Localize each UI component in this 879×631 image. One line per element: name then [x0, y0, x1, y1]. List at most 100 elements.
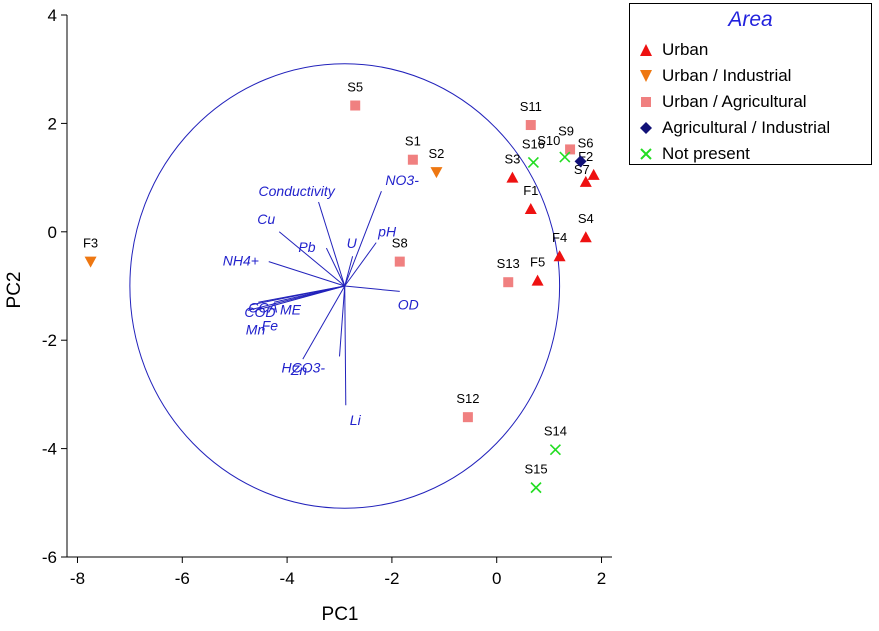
- loading-label: NO3-: [385, 172, 419, 188]
- legend-title: Area: [728, 8, 773, 31]
- data-point: [574, 155, 587, 168]
- loading-label: OD: [398, 296, 419, 312]
- point-label: S2: [428, 146, 444, 161]
- point-label: S3: [504, 152, 520, 167]
- y-axis-title: PC2: [4, 272, 25, 309]
- data-point: [559, 151, 571, 163]
- point-label: S6: [578, 135, 594, 150]
- point-label: S4: [578, 211, 594, 226]
- diamond-icon: [640, 122, 652, 134]
- loading-vector: [268, 261, 345, 287]
- loading-label: Pb: [298, 239, 315, 255]
- data-point: [407, 154, 418, 165]
- loading-vector: [344, 285, 347, 406]
- data-point: [565, 144, 576, 155]
- loading-vector: [339, 285, 346, 357]
- data-point: [394, 256, 405, 267]
- legend-label: Agricultural / Industrial: [662, 118, 831, 137]
- point-label: S7: [574, 162, 590, 177]
- point-label: S14: [544, 424, 567, 439]
- point-label: S11: [520, 99, 542, 114]
- loading-label: Fe: [262, 317, 279, 333]
- cross-icon: [640, 148, 652, 160]
- y-tick-label: -2: [42, 331, 57, 350]
- loading-label: HCO3-: [282, 359, 326, 375]
- point-label: F4: [552, 230, 567, 245]
- loading-label: Mn: [246, 321, 266, 337]
- x-tick-label: -2: [384, 569, 399, 588]
- point-label: S8: [392, 236, 408, 251]
- point-label: S16: [522, 136, 545, 151]
- legend-item-agricultural-industrial: Agricultural / Industrial: [638, 116, 830, 140]
- data-point: [525, 120, 536, 131]
- legend-label: Urban / Agricultural: [662, 92, 807, 111]
- loading-label: CCA: [248, 299, 278, 315]
- point-label: S5: [347, 80, 363, 95]
- data-point: [503, 277, 514, 288]
- y-tick-label: 2: [48, 114, 57, 133]
- point-label: F1: [523, 183, 538, 198]
- data-point: [549, 444, 561, 456]
- x-tick-label: 0: [492, 569, 501, 588]
- data-point: [506, 171, 519, 183]
- loading-label: Li: [350, 412, 362, 428]
- legend-item-urban-industrial: Urban / Industrial: [638, 64, 791, 88]
- loading-vector: [302, 285, 346, 360]
- axes: [61, 14, 612, 563]
- loading-label: NH4+: [223, 253, 259, 269]
- correlation-circle: [129, 63, 561, 509]
- legend-item-not-present: Not present: [638, 142, 750, 166]
- legend-item-urban-agricultural: Urban / Agricultural: [638, 90, 807, 114]
- triangle-up-icon: [640, 44, 652, 56]
- data-point: [531, 274, 544, 286]
- loading-vector: [344, 256, 354, 287]
- square-icon: [641, 97, 651, 107]
- data-point: [350, 100, 361, 111]
- legend: Area Urban Urban / Industrial Urban / Ag…: [629, 3, 872, 165]
- y-tick-label: -6: [42, 548, 57, 567]
- loading-label: Cu: [257, 211, 275, 227]
- loading-vector: [344, 242, 377, 287]
- loading-vector: [278, 231, 346, 287]
- legend-item-urban: Urban: [638, 38, 708, 62]
- loading-label: pH: [377, 224, 397, 240]
- tick-labels-layer: -8 -6 -4 -2 0 2 -6 -4 -2 0 2 4: [42, 6, 606, 588]
- x-tick-label: -8: [70, 569, 85, 588]
- data-point: [579, 231, 592, 243]
- x-tick-label: -4: [280, 569, 295, 588]
- data-point: [524, 203, 537, 215]
- point-label: S1: [405, 134, 421, 149]
- loading-label: U: [347, 235, 358, 251]
- loading-vector: [258, 285, 345, 303]
- correlation-circle-layer: [129, 63, 561, 509]
- data-point: [527, 156, 539, 168]
- point-label: F3: [83, 236, 98, 251]
- x-tick-label: 2: [597, 569, 606, 588]
- y-tick-label: -4: [42, 440, 57, 459]
- loading-vector: [318, 201, 346, 287]
- legend-label: Urban: [662, 40, 709, 59]
- point-label: S15: [524, 462, 547, 477]
- point-label: S13: [497, 256, 520, 271]
- point-label: S9: [558, 123, 574, 138]
- point-label: S10: [537, 133, 560, 148]
- loading-label: Conductivity: [259, 183, 336, 199]
- data-point: [530, 482, 542, 494]
- legend-label: Not present: [662, 144, 750, 163]
- data-point: [462, 412, 473, 423]
- data-point: [553, 250, 566, 262]
- loading-vector: [344, 190, 382, 287]
- loading-vector: [255, 285, 345, 311]
- loading-vector: [344, 285, 400, 292]
- loading-vectors-layer: Conductivity Cu Pb U NO3- pH NH4+ OD CODMnFeMECC…: [223, 172, 419, 428]
- score-points-layer: S3F1F2S7S4F4F5F3S2S5S1S8S11S9S13S12S6S16…: [83, 80, 600, 494]
- legend-label: Urban / Industrial: [662, 66, 792, 85]
- loading-label: COD: [244, 304, 275, 320]
- loading-label: Zn: [290, 362, 308, 378]
- x-tick-label: -6: [175, 569, 190, 588]
- loading-vector: [325, 247, 346, 287]
- point-label: F5: [530, 255, 545, 270]
- triangle-down-icon: [640, 70, 652, 82]
- data-point: [579, 175, 592, 187]
